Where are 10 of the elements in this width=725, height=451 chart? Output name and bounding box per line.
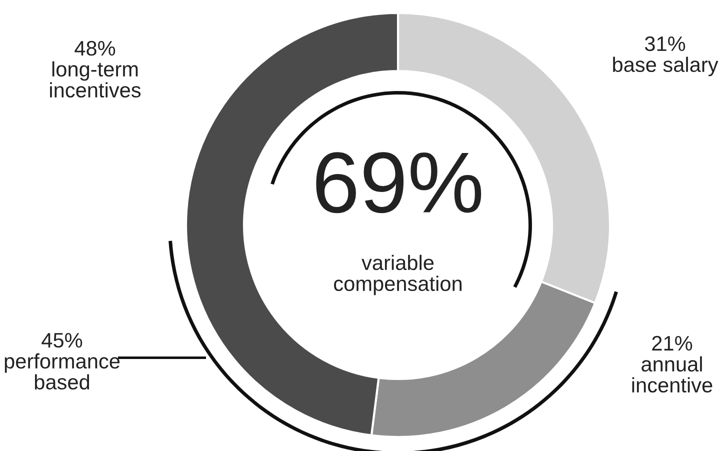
text: 69% [316,152,482,214]
data-label: 31% [644,36,686,52]
data-label: 21% [652,336,692,351]
text: 45% [42,333,82,348]
slice-label: annual incentive [632,356,712,393]
text: variable compensation [334,254,462,296]
slice-label: base salary [613,56,718,76]
text: performance based [4,353,120,390]
slice-label: long-term incentives [50,61,141,98]
data-label: 48% [74,40,116,56]
